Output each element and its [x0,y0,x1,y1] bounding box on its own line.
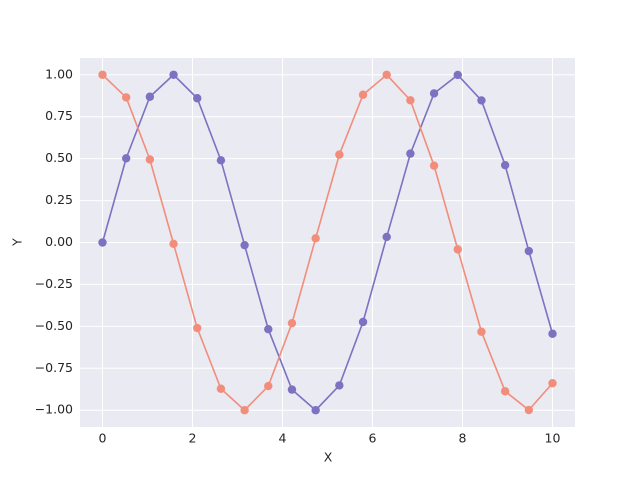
y-tick-label: 0.25 [45,192,73,207]
data-point [311,234,320,243]
data-point [548,329,557,338]
data-point [216,384,226,393]
data-point [382,70,391,79]
data-point [287,385,297,394]
data-point [429,89,439,98]
y-tick-label: 0.50 [45,150,73,165]
data-point [477,96,486,105]
y-tick-label: −0.50 [35,318,73,333]
y-tick-label: 0.75 [45,108,73,123]
data-point [335,150,344,159]
x-tick-label: 6 [369,431,377,446]
y-tick-label: 1.00 [45,66,73,81]
data-point [287,318,297,328]
data-point [145,155,155,164]
data-point [98,70,107,79]
y-tick-label: −0.25 [35,276,73,291]
data-point [477,327,486,336]
x-tick-label: 0 [99,431,107,446]
x-tick-label: 8 [459,431,467,446]
data-point [358,90,368,99]
data-point [524,246,534,256]
data-point [406,96,415,105]
data-point [335,381,344,390]
data-point [193,94,202,103]
data-point [548,379,557,388]
data-point [382,232,391,242]
series-line [101,73,554,412]
data-point [193,323,202,333]
series-line [101,73,554,412]
data-point [121,154,131,163]
x-tick-label: 10 [545,431,561,446]
x-tick-label: 2 [189,431,197,446]
data-point [406,149,415,158]
data-point [121,93,131,102]
data-point [311,406,320,415]
data-point [216,156,226,165]
data-point [264,325,273,334]
data-point [240,406,249,415]
data-point [145,92,155,101]
x-tick-label: 4 [279,431,287,446]
data-point [453,70,462,80]
y-tick-label: −1.00 [35,402,73,417]
y-axis-label: Y [10,238,25,247]
data-point [500,160,510,170]
data-point [240,240,249,250]
data-point [500,387,510,396]
y-tick-label: 0.00 [45,234,73,249]
data-point [98,238,107,247]
data-point [429,161,439,170]
data-point [524,405,534,415]
data-point [169,70,178,79]
data-point [169,239,178,249]
data-point [264,381,273,391]
data-point [358,317,368,327]
y-tick-label: −0.75 [35,360,73,375]
x-axis-label: X [324,450,333,465]
data-point [453,245,462,254]
